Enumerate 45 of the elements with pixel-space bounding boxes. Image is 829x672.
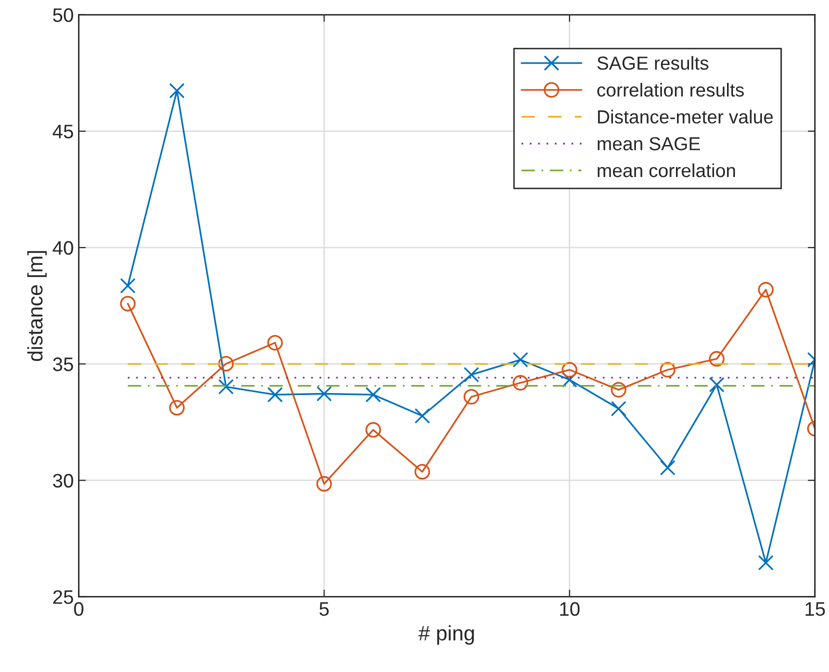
point xyxy=(218,378,234,395)
point xyxy=(414,408,430,424)
x-axis-title: # ping xyxy=(418,625,474,645)
point xyxy=(660,362,676,378)
y-tick-label: 25 xyxy=(53,590,74,604)
point xyxy=(267,386,283,402)
point xyxy=(316,476,332,492)
legend-label: Distance-meter value xyxy=(598,110,773,124)
x-tick-label: 15 xyxy=(806,602,825,616)
y-tick-label: 30 xyxy=(53,474,74,488)
y-axis-title: distance [m] xyxy=(27,251,47,362)
point xyxy=(464,366,480,382)
point xyxy=(562,362,578,378)
y-tick-label: 35 xyxy=(53,357,74,372)
point xyxy=(120,278,136,294)
point xyxy=(708,376,725,392)
point xyxy=(120,296,136,312)
point xyxy=(660,460,676,476)
point xyxy=(512,352,528,368)
point xyxy=(414,464,430,480)
x-tick-label: 5 xyxy=(320,602,329,616)
legend-label: SAGE results xyxy=(597,56,708,70)
y-tick-label: 40 xyxy=(52,241,74,255)
point xyxy=(464,389,480,405)
point xyxy=(365,422,381,438)
x-tick-label: 10 xyxy=(560,602,580,616)
point xyxy=(562,372,578,388)
point xyxy=(316,386,332,402)
point xyxy=(512,375,528,391)
point xyxy=(708,351,725,367)
y-tick-label: 50 xyxy=(53,8,74,22)
point xyxy=(610,382,626,398)
legend-label: correlation results xyxy=(597,82,744,97)
legend-label: mean SAGE xyxy=(598,137,700,150)
y-tick-label: 45 xyxy=(52,124,74,138)
point xyxy=(758,554,774,571)
legend-label: mean correlation xyxy=(598,163,735,178)
point xyxy=(267,334,283,351)
point xyxy=(218,356,234,372)
point xyxy=(758,282,774,298)
point xyxy=(169,82,185,98)
x-tick-label: 0 xyxy=(74,602,84,616)
point xyxy=(365,386,381,402)
point xyxy=(169,400,185,416)
point xyxy=(610,400,626,416)
